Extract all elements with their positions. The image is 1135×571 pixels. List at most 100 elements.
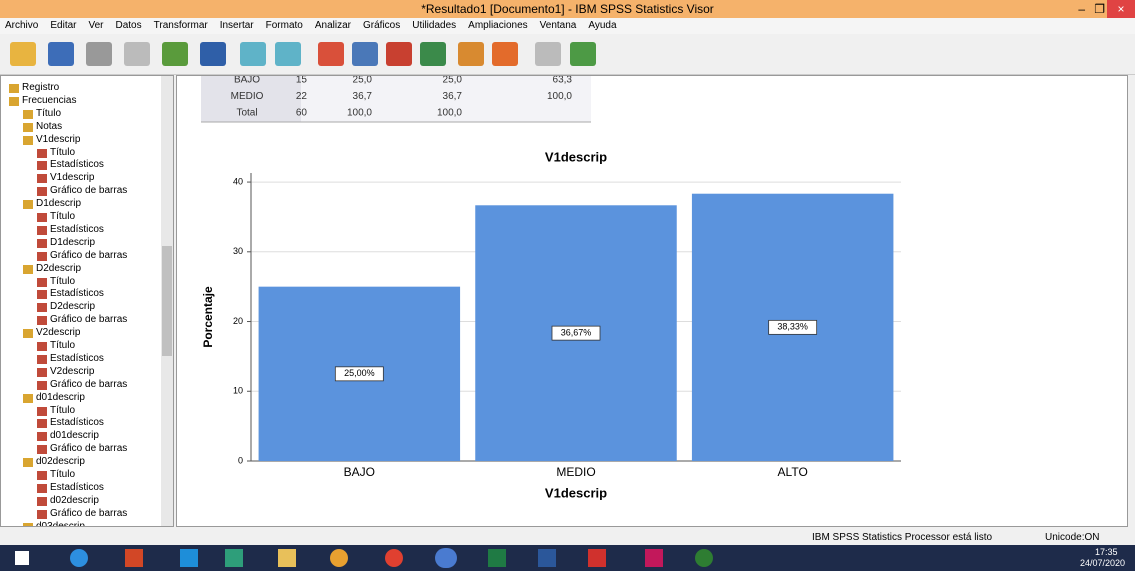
- app-icon[interactable]: [180, 549, 198, 567]
- tree-item[interactable]: V1descrip: [50, 172, 95, 184]
- camera-icon[interactable]: [645, 549, 663, 567]
- tree-item[interactable]: Título: [50, 340, 76, 351]
- tree-item[interactable]: D1descrip: [50, 236, 96, 248]
- menu-item[interactable]: Utilidades: [412, 20, 457, 31]
- menu-item[interactable]: Editar: [50, 20, 77, 31]
- tree-item[interactable]: V2descrip: [50, 365, 95, 377]
- word-icon[interactable]: [538, 549, 556, 567]
- tree-item[interactable]: D2descrip: [36, 262, 82, 274]
- pdf-icon[interactable]: [588, 549, 606, 567]
- tree-item[interactable]: V2descrip: [36, 327, 81, 339]
- menu-item[interactable]: Insertar: [219, 20, 254, 31]
- y-axis-label: Porcentaje: [201, 286, 215, 348]
- tree-item[interactable]: Título: [36, 107, 62, 119]
- tree-item[interactable]: Notas: [36, 120, 63, 132]
- tree-icon: [37, 509, 47, 519]
- tree-item[interactable]: Estadísticos: [50, 223, 104, 235]
- chrome-icon[interactable]: [385, 549, 403, 567]
- tree-item[interactable]: Estadísticos: [50, 417, 104, 429]
- tree-item[interactable]: Gráfico de barras: [50, 443, 128, 455]
- tree-item[interactable]: Gráfico de barras: [50, 314, 128, 326]
- tree-item[interactable]: V1descrip: [36, 133, 81, 145]
- preview-icon[interactable]: [124, 42, 150, 66]
- tree-icon: [37, 496, 47, 506]
- y-tick-label: 40: [233, 176, 243, 186]
- tree-item[interactable]: Gráfico de barras: [50, 249, 128, 261]
- tree-item[interactable]: Estadísticos: [50, 288, 104, 300]
- maximize[interactable]: ❐: [1094, 2, 1105, 16]
- save-icon[interactable]: [48, 42, 74, 66]
- tree-item[interactable]: Estadísticos: [50, 159, 104, 171]
- output-pane: BAJO 15 25,0 25,0 63,3 MEDIO 22 36,7 36,7 100,0 To…: [176, 75, 1128, 527]
- export-icon[interactable]: [162, 42, 188, 66]
- tree-icon: [37, 380, 47, 390]
- tree-item[interactable]: d02descrip: [36, 456, 85, 468]
- value-label-box: [768, 319, 818, 335]
- tree-item[interactable]: Título: [50, 404, 76, 416]
- tree-item[interactable]: Gráfico de barras: [50, 185, 128, 197]
- table-cell: BAJO: [234, 76, 260, 86]
- menu-item[interactable]: Ampliaciones: [468, 20, 528, 31]
- spss-icon[interactable]: [435, 548, 457, 568]
- insert-icon[interactable]: [386, 42, 412, 66]
- add-icon[interactable]: [570, 42, 596, 66]
- tree-item[interactable]: D2descrip: [50, 301, 96, 313]
- designate-icon[interactable]: [535, 42, 561, 66]
- close[interactable]: ×: [1107, 0, 1135, 18]
- minimize[interactable]: –: [1078, 2, 1085, 16]
- script-icon[interactable]: [458, 42, 484, 66]
- menu-item[interactable]: Archivo: [5, 20, 39, 31]
- tree-item[interactable]: d01descrip: [36, 391, 85, 403]
- menu-item[interactable]: Ver: [88, 20, 104, 31]
- tree-item[interactable]: d01descrip: [50, 430, 99, 442]
- table-icon[interactable]: [420, 42, 446, 66]
- tree-item[interactable]: Estadísticos: [50, 352, 104, 364]
- open-icon[interactable]: [10, 42, 36, 66]
- menu-item[interactable]: Datos: [115, 20, 142, 31]
- menu-item[interactable]: Analizar: [314, 20, 351, 31]
- ie-icon[interactable]: [70, 549, 88, 567]
- tree-item[interactable]: d03descrip: [36, 520, 85, 527]
- start-button[interactable]: [15, 551, 29, 565]
- tree-icon: [37, 238, 47, 248]
- x-axis-label: V1descrip: [545, 485, 607, 500]
- tree-item[interactable]: Registro: [22, 82, 60, 93]
- tree-item[interactable]: Título: [50, 469, 76, 480]
- chart-title: V1descrip: [545, 149, 607, 164]
- run-icon[interactable]: [492, 42, 518, 66]
- pub-icon[interactable]: [225, 549, 243, 567]
- tree-item[interactable]: Gráfico de barras: [50, 378, 128, 390]
- menu-bar: Archivo Editar Ver Datos Transformar Insertar…: [0, 18, 1135, 34]
- vars-icon[interactable]: [352, 42, 378, 66]
- tree-item[interactable]: Título: [50, 275, 76, 287]
- tree-item[interactable]: d02descrip: [50, 494, 99, 506]
- tree-item[interactable]: Frecuencias: [22, 94, 77, 106]
- toolbar: [0, 34, 1135, 75]
- menu-item[interactable]: Transformar: [153, 20, 208, 31]
- tree-item[interactable]: D1descrip: [36, 198, 82, 210]
- table-cell: 36,7: [443, 91, 463, 102]
- status-encoding: Unicode:ON: [1045, 532, 1100, 543]
- menu-item[interactable]: Formato: [265, 20, 303, 31]
- tree-item[interactable]: Título: [50, 146, 76, 158]
- ppt-icon[interactable]: [125, 549, 143, 567]
- tree-icon: [37, 213, 47, 222]
- data-icon[interactable]: [200, 42, 226, 66]
- undo-icon[interactable]: [240, 42, 266, 66]
- menu-item[interactable]: Ayuda: [588, 20, 617, 31]
- tree-item[interactable]: Estadísticos: [50, 481, 104, 493]
- goto-icon[interactable]: [318, 42, 344, 66]
- tree-item[interactable]: Gráfico de barras: [50, 507, 128, 519]
- explorer-icon[interactable]: [278, 549, 296, 567]
- app3-icon[interactable]: [695, 549, 713, 567]
- excel-icon[interactable]: [488, 549, 506, 567]
- app2-icon[interactable]: [330, 549, 348, 567]
- tree-icon: [37, 471, 47, 480]
- tree-icon: [37, 483, 47, 493]
- menu-item[interactable]: Gráficos: [363, 20, 401, 31]
- tree-icon: [23, 522, 33, 526]
- menu-item[interactable]: Ventana: [539, 20, 577, 31]
- tree-item[interactable]: Título: [50, 211, 76, 222]
- redo-icon[interactable]: [275, 42, 301, 66]
- print-icon[interactable]: [86, 42, 112, 66]
